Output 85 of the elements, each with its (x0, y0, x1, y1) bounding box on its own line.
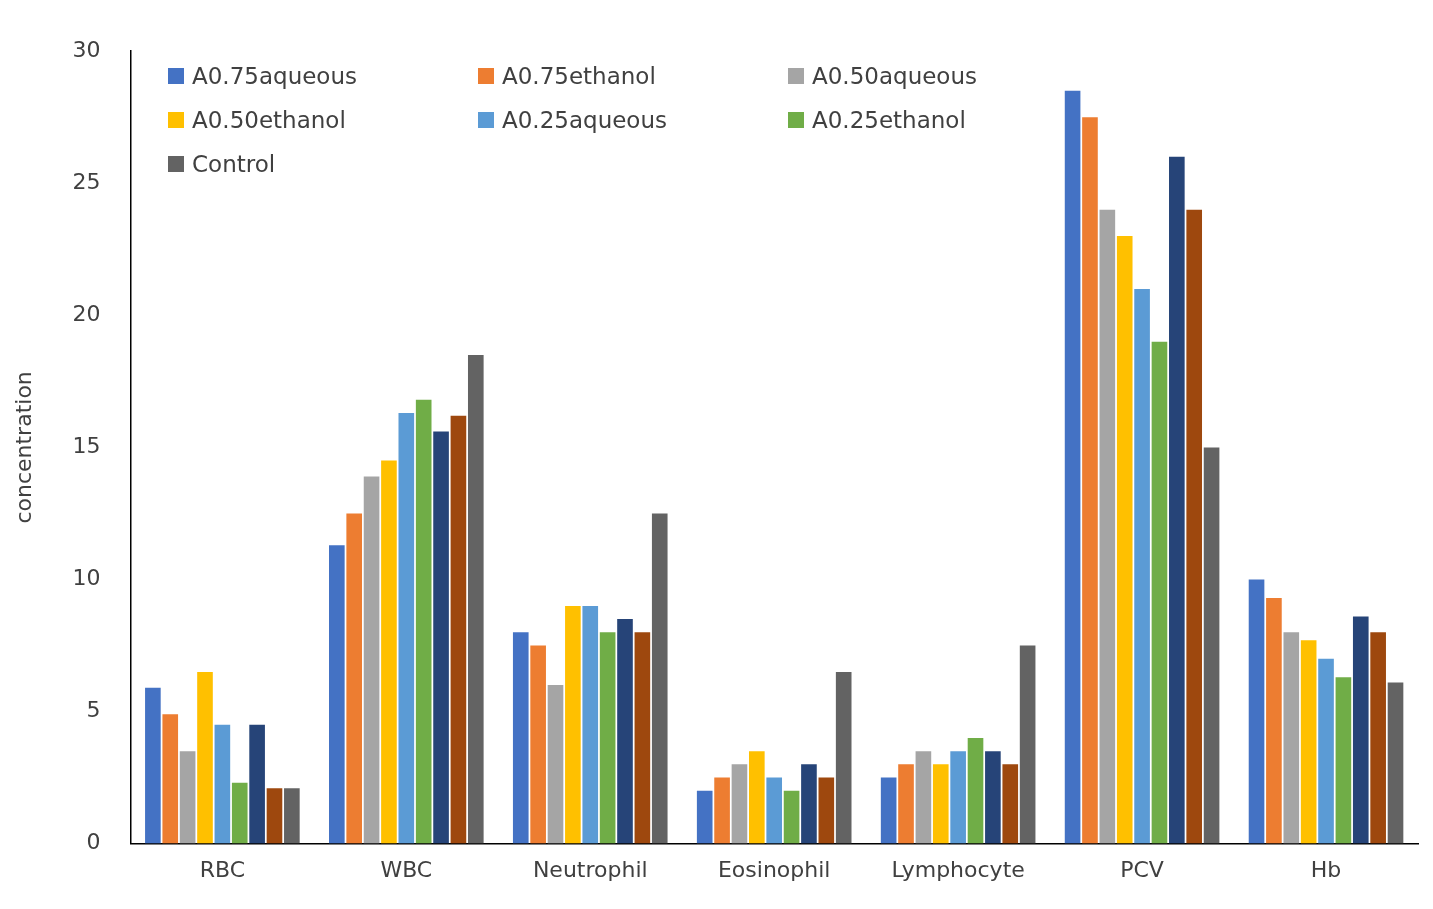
bar (880, 777, 897, 844)
bar (749, 751, 765, 844)
bar (835, 671, 852, 844)
bar (1370, 632, 1386, 844)
x-tick-label: WBC (380, 856, 433, 882)
bar (932, 764, 949, 844)
bar (249, 724, 265, 844)
bar (547, 685, 564, 844)
y-axis-title: concentration (10, 371, 36, 524)
bar (145, 687, 161, 844)
legend-label: A0.75aqueous (192, 63, 357, 89)
bar (1019, 645, 1036, 844)
bar (381, 460, 397, 844)
bar (1151, 341, 1168, 844)
y-tick-label: 0 (86, 829, 101, 855)
bar (599, 632, 616, 844)
bar (162, 714, 179, 844)
bar (915, 751, 932, 844)
bar (766, 777, 783, 844)
bar (450, 415, 467, 844)
bar (634, 632, 651, 844)
bar (1352, 616, 1369, 844)
bar (197, 671, 213, 844)
y-tick-label: 15 (72, 433, 101, 459)
bar (467, 354, 484, 844)
x-tick-label: PCV (1120, 856, 1164, 882)
bar (179, 751, 196, 844)
bar (950, 751, 966, 844)
x-tick-label: Neutrophil (532, 856, 648, 882)
legend-label: A0.25aqueous (502, 107, 667, 133)
bar (1099, 209, 1116, 844)
bar (696, 790, 713, 844)
bar (398, 413, 415, 844)
legend-label: A0.25ethanol (812, 107, 966, 133)
x-tick-label: Hb (1310, 856, 1342, 882)
bar (1186, 209, 1203, 844)
bar (415, 399, 432, 844)
bar (530, 645, 546, 844)
y-tick-label: 30 (72, 36, 101, 62)
x-tick-label: RBC (199, 856, 246, 882)
bar (346, 513, 363, 844)
bar (1300, 640, 1317, 844)
bar (801, 764, 817, 844)
bar (582, 605, 599, 844)
bar (985, 751, 1001, 844)
y-tick-label: 25 (72, 168, 101, 194)
bar (818, 777, 835, 844)
bar (1335, 677, 1352, 844)
bar (898, 764, 914, 844)
bar (433, 431, 449, 844)
bar (651, 513, 668, 844)
x-tick-label: Lymphocyte (891, 856, 1025, 882)
bar (329, 545, 345, 844)
bar (1266, 597, 1282, 844)
bar (512, 632, 529, 844)
bar (231, 782, 248, 844)
y-tick-label: 10 (72, 565, 101, 591)
bar (1283, 632, 1300, 844)
bar (1169, 156, 1185, 844)
legend-label: Control (192, 151, 276, 177)
bar (266, 788, 283, 844)
bar (1082, 117, 1098, 844)
legend-label: A0.75ethanol (502, 63, 656, 89)
bar (731, 764, 748, 844)
y-tick-label: 5 (86, 697, 101, 723)
legend-label: A0.50ethanol (192, 107, 346, 133)
bar (714, 777, 730, 844)
legend-label: A0.50aqueous (812, 63, 977, 89)
y-tick-label: 20 (72, 301, 101, 327)
bar (1203, 447, 1220, 844)
bar (1318, 658, 1334, 844)
bar (1248, 579, 1265, 844)
bar (284, 788, 300, 844)
bar (1134, 288, 1150, 844)
x-tick-label: Eosinophil (717, 856, 831, 882)
bar (214, 724, 231, 844)
bar (967, 737, 984, 844)
bar (1387, 682, 1404, 844)
bar (363, 476, 380, 844)
bar (783, 790, 800, 844)
bar (1002, 764, 1019, 844)
bar (1064, 90, 1081, 844)
bar (617, 619, 633, 844)
bar (1116, 236, 1133, 844)
bar (565, 605, 581, 844)
